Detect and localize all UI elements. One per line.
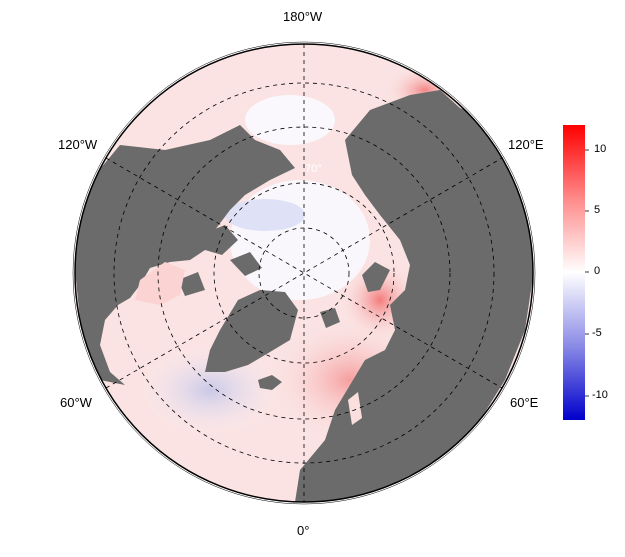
colorbar-ticks [585, 149, 589, 397]
baltic-sea [348, 392, 362, 425]
lon-label-bottom: 0° [297, 523, 310, 538]
colorbar-tick-label: 0 [594, 265, 601, 277]
lon-label-upper-left: 120°W [58, 137, 98, 152]
map-outline [74, 43, 534, 503]
lat-label: 70° [305, 163, 322, 175]
land-archipelago [178, 225, 262, 296]
colorbar [563, 125, 585, 420]
land-north-america [75, 125, 295, 385]
colorbar-tick-label: 10 [594, 143, 607, 155]
lon-label-top: 180°W [283, 9, 323, 24]
colorbar-tick-label: 5 [594, 204, 601, 216]
lon-label-upper-right: 120°E [508, 137, 544, 152]
hudson-bay [135, 262, 185, 305]
colorbar-tick-label: -10 [592, 389, 608, 401]
colorbar-tick-label: -5 [592, 327, 602, 339]
lon-label-lower-right: 60°E [510, 395, 539, 410]
land-greenland [205, 290, 298, 372]
land-iceland [258, 375, 282, 390]
map-data-field [75, 44, 533, 502]
land-novaya-zemlya [362, 262, 390, 292]
lon-label-lower-left: 60°W [60, 395, 92, 410]
map-outline-outer [72, 41, 536, 505]
